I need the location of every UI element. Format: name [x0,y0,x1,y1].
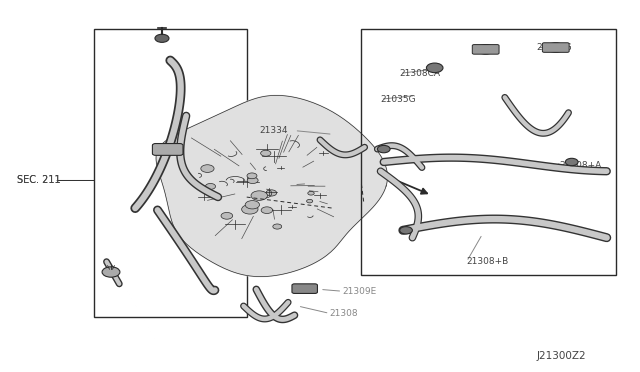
Circle shape [102,267,120,277]
Circle shape [260,150,271,156]
Circle shape [245,201,260,209]
Circle shape [399,227,412,234]
Circle shape [261,207,273,214]
Text: 21308: 21308 [330,309,358,318]
Text: SEC. 211: SEC. 211 [17,176,61,186]
Circle shape [205,183,216,189]
Circle shape [155,34,169,42]
FancyBboxPatch shape [472,45,499,54]
Text: 21309E: 21309E [342,287,376,296]
Text: 21308+A: 21308+A [559,161,601,170]
Circle shape [221,212,233,219]
Circle shape [273,224,282,229]
Circle shape [308,191,314,195]
Text: 21308CA: 21308CA [399,69,441,78]
FancyBboxPatch shape [542,43,569,52]
Text: J21300Z2: J21300Z2 [537,351,586,361]
Text: 21334: 21334 [259,126,288,135]
Circle shape [477,45,494,54]
FancyBboxPatch shape [152,144,183,155]
Text: 21035G: 21035G [381,95,416,104]
Text: SEC. 211: SEC. 211 [17,176,61,186]
Circle shape [247,177,258,183]
Circle shape [251,191,268,201]
Circle shape [426,63,443,73]
Circle shape [547,43,564,52]
Text: 21035G: 21035G [537,43,572,52]
Circle shape [307,199,313,203]
Bar [362,29,616,275]
FancyBboxPatch shape [292,284,317,294]
Polygon shape [156,95,387,277]
Circle shape [266,190,276,196]
Circle shape [247,173,257,179]
Circle shape [565,158,578,166]
Circle shape [201,165,214,172]
Bar [94,29,246,317]
Circle shape [378,145,390,153]
Circle shape [242,205,258,214]
Text: 21308+B: 21308+B [467,257,509,266]
